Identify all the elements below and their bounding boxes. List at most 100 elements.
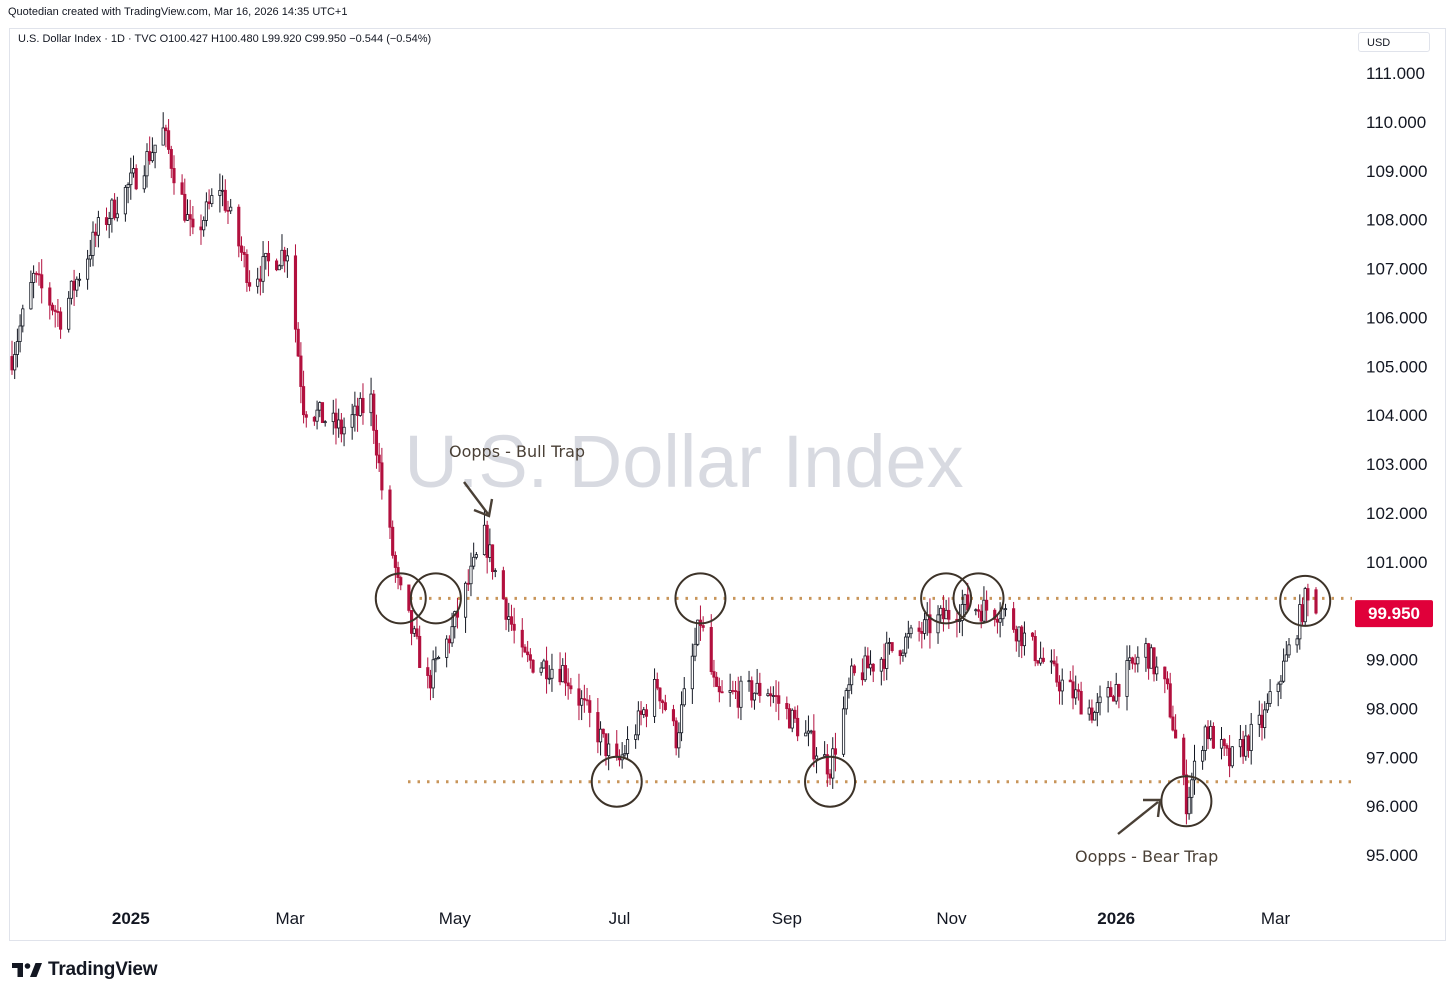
candle-body[interactable] [374, 429, 379, 456]
candle-body[interactable] [731, 690, 735, 692]
candle-body[interactable] [493, 570, 497, 573]
candle-body[interactable] [771, 695, 775, 697]
candle-body[interactable] [169, 149, 173, 169]
candle-body[interactable] [50, 304, 55, 311]
candle-body[interactable] [96, 217, 100, 236]
candle-body[interactable] [48, 287, 52, 306]
candle-body[interactable] [415, 628, 419, 637]
candle-body[interactable] [1149, 647, 1153, 669]
candle-body[interactable] [644, 709, 649, 717]
candle-body[interactable] [1298, 604, 1302, 640]
highlight-circle[interactable] [409, 572, 462, 625]
candle-body[interactable] [59, 311, 63, 330]
candle-body[interactable] [277, 265, 281, 271]
candle-body[interactable] [1155, 666, 1159, 675]
candle-body[interactable] [712, 671, 716, 678]
candle-body[interactable] [804, 732, 808, 737]
candle-body[interactable] [507, 616, 511, 620]
candle-body[interactable] [982, 599, 986, 622]
candle-body[interactable] [1284, 654, 1288, 662]
candle-body[interactable] [661, 700, 665, 704]
candle-body[interactable] [1049, 660, 1053, 663]
currency-label[interactable]: USD [1358, 32, 1430, 52]
candle-body[interactable] [979, 610, 983, 622]
candle-body[interactable] [785, 703, 789, 710]
candle-body[interactable] [218, 190, 222, 196]
candle-body[interactable] [1225, 745, 1229, 749]
candle-body[interactable] [1165, 678, 1170, 685]
candle-body[interactable] [183, 193, 187, 221]
candle-body[interactable] [944, 609, 948, 620]
candle-body[interactable] [1244, 735, 1248, 757]
candle-body[interactable] [750, 680, 754, 701]
candle-body[interactable] [1287, 644, 1291, 656]
candle-body[interactable] [1130, 657, 1134, 664]
candle-body[interactable] [852, 665, 856, 674]
highlight-circle[interactable] [1160, 775, 1213, 828]
candle-body[interactable] [1228, 747, 1232, 767]
candle-body[interactable] [32, 272, 36, 283]
candle-body[interactable] [887, 642, 892, 644]
candle-body[interactable] [720, 691, 724, 694]
candle-body[interactable] [337, 419, 341, 429]
candle-body[interactable] [1219, 739, 1224, 749]
candle-body[interactable] [671, 709, 676, 722]
candle-body[interactable] [293, 255, 298, 330]
candle-body[interactable] [469, 565, 473, 585]
candle-body[interactable] [1238, 739, 1242, 748]
candle-body[interactable] [860, 672, 865, 681]
candle-body[interactable] [223, 189, 227, 211]
candle-body[interactable] [625, 739, 630, 754]
candle-body[interactable] [88, 255, 92, 260]
candle-body[interactable] [890, 642, 894, 652]
candle-body[interactable] [917, 627, 921, 632]
candle-body[interactable] [164, 127, 168, 132]
candle-body[interactable] [677, 732, 681, 749]
candle-body[interactable] [787, 708, 792, 729]
candle-body[interactable] [642, 709, 646, 715]
candle-body[interactable] [580, 698, 584, 706]
candle-body[interactable] [40, 274, 44, 289]
candle-body[interactable] [663, 702, 667, 710]
highlight-circle[interactable] [920, 572, 973, 625]
candle-body[interactable] [1133, 662, 1137, 665]
candle-body[interactable] [1163, 666, 1167, 680]
candle-body[interactable] [1125, 660, 1129, 697]
candle-body[interactable] [777, 695, 781, 704]
candle-body[interactable] [1257, 714, 1261, 725]
candle-body[interactable] [466, 582, 470, 585]
candle-body[interactable] [504, 598, 508, 620]
candle-body[interactable] [906, 633, 910, 638]
candle-body[interactable] [701, 625, 705, 628]
candle-body[interactable] [264, 252, 268, 258]
candle-body[interactable] [315, 409, 319, 422]
candle-body[interactable] [150, 152, 154, 162]
candle-body[interactable] [434, 658, 438, 661]
candle-body[interactable] [793, 709, 797, 719]
candle-body[interactable] [318, 402, 322, 411]
symbol-legend[interactable]: U.S. Dollar Index · 1D · TVC O100.427 H1… [18, 33, 432, 45]
candle-body[interactable] [547, 677, 551, 680]
candle-body[interactable] [985, 599, 989, 611]
candle-body[interactable] [312, 416, 316, 422]
candle-body[interactable] [1211, 725, 1215, 749]
candle-body[interactable] [866, 655, 870, 669]
candle-body[interactable] [550, 668, 554, 679]
candle-body[interactable] [1039, 657, 1043, 664]
candle-body[interactable] [72, 280, 76, 291]
candle-body[interactable] [974, 609, 978, 612]
candle-body[interactable] [569, 685, 573, 690]
candle-body[interactable] [941, 607, 945, 620]
candle-body[interactable] [1203, 726, 1207, 751]
candle-body[interactable] [963, 594, 967, 605]
candle-body[interactable] [199, 226, 203, 231]
candle-body[interactable] [210, 195, 214, 205]
candle-body[interactable] [1106, 687, 1110, 698]
candle-body[interactable] [696, 619, 700, 645]
candle-body[interactable] [185, 214, 190, 221]
candle-body[interactable] [334, 412, 338, 429]
candle-body[interactable] [221, 189, 225, 192]
candle-body[interactable] [237, 206, 241, 247]
candle-body[interactable] [639, 710, 643, 715]
candle-body[interactable] [652, 679, 657, 717]
